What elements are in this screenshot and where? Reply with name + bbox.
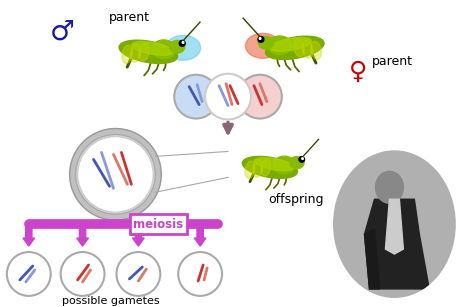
Ellipse shape: [358, 181, 430, 267]
Ellipse shape: [130, 44, 141, 62]
Text: offspring: offspring: [268, 193, 324, 206]
FancyArrow shape: [194, 224, 206, 246]
Ellipse shape: [329, 147, 459, 301]
Ellipse shape: [369, 194, 419, 254]
Ellipse shape: [347, 169, 441, 280]
Ellipse shape: [344, 164, 445, 284]
Circle shape: [117, 252, 160, 296]
Ellipse shape: [119, 40, 178, 64]
Circle shape: [70, 129, 161, 220]
Ellipse shape: [122, 45, 132, 64]
Ellipse shape: [152, 40, 175, 59]
Circle shape: [182, 42, 184, 43]
Ellipse shape: [340, 160, 448, 289]
Circle shape: [78, 137, 153, 212]
Circle shape: [258, 37, 264, 42]
Circle shape: [76, 134, 155, 214]
Ellipse shape: [139, 43, 149, 61]
Circle shape: [7, 252, 51, 296]
Ellipse shape: [294, 39, 304, 57]
Ellipse shape: [375, 171, 403, 203]
Ellipse shape: [326, 143, 463, 305]
Text: ♂: ♂: [50, 18, 75, 46]
Polygon shape: [365, 229, 380, 289]
Ellipse shape: [258, 37, 273, 49]
Ellipse shape: [324, 141, 465, 307]
Ellipse shape: [337, 156, 452, 293]
Ellipse shape: [329, 147, 459, 301]
Ellipse shape: [365, 190, 423, 258]
Ellipse shape: [355, 177, 434, 271]
Polygon shape: [365, 199, 429, 289]
Ellipse shape: [351, 173, 438, 276]
Circle shape: [179, 41, 185, 46]
FancyArrow shape: [77, 224, 89, 246]
Ellipse shape: [265, 36, 324, 60]
Ellipse shape: [333, 151, 456, 297]
Ellipse shape: [242, 157, 297, 178]
FancyArrow shape: [23, 224, 35, 246]
Ellipse shape: [319, 137, 469, 307]
Circle shape: [302, 158, 303, 159]
FancyArrow shape: [133, 224, 144, 246]
Polygon shape: [385, 199, 403, 254]
Circle shape: [178, 252, 222, 296]
Text: parent: parent: [109, 11, 149, 25]
Ellipse shape: [268, 36, 292, 55]
Ellipse shape: [245, 161, 255, 178]
Ellipse shape: [170, 41, 185, 53]
Ellipse shape: [322, 139, 467, 307]
Ellipse shape: [328, 145, 461, 303]
Ellipse shape: [246, 33, 280, 58]
Ellipse shape: [362, 185, 427, 263]
Circle shape: [61, 252, 104, 296]
Text: parent: parent: [372, 55, 412, 68]
Ellipse shape: [302, 40, 313, 58]
Circle shape: [299, 157, 305, 162]
Ellipse shape: [132, 41, 173, 55]
Ellipse shape: [261, 159, 271, 176]
Ellipse shape: [253, 160, 263, 177]
Ellipse shape: [273, 156, 295, 174]
Text: possible gametes: possible gametes: [62, 296, 159, 306]
Text: meiosis: meiosis: [133, 218, 183, 231]
Ellipse shape: [329, 147, 459, 301]
Circle shape: [174, 75, 218, 119]
Text: ♀: ♀: [348, 60, 367, 84]
Ellipse shape: [254, 158, 293, 171]
Ellipse shape: [166, 35, 201, 60]
Circle shape: [259, 38, 261, 39]
Ellipse shape: [290, 157, 304, 169]
Ellipse shape: [310, 41, 321, 60]
Circle shape: [238, 75, 282, 119]
Circle shape: [205, 74, 251, 119]
Ellipse shape: [270, 37, 311, 51]
